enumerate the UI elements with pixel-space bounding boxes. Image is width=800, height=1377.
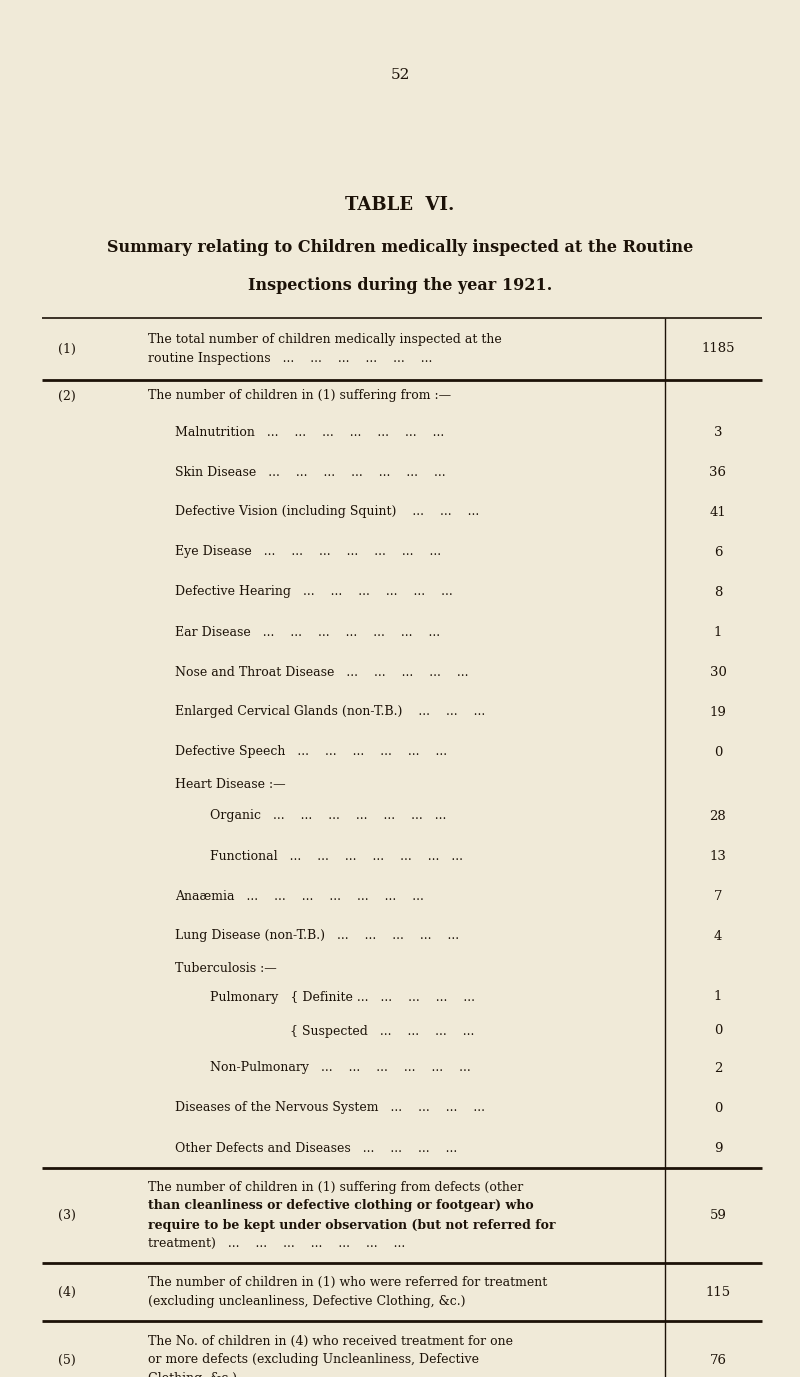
Text: 19: 19 — [710, 705, 726, 719]
Text: or more defects (excluding Uncleanliness, Defective: or more defects (excluding Uncleanliness… — [148, 1354, 479, 1366]
Text: The No. of children in (4) who received treatment for one: The No. of children in (4) who received … — [148, 1334, 513, 1348]
Text: 1: 1 — [714, 990, 722, 1004]
Text: Heart Disease :—: Heart Disease :— — [175, 778, 286, 790]
Text: Pulmonary   { Definite ...   ...    ...    ...    ...: Pulmonary { Definite ... ... ... ... ... — [210, 990, 475, 1004]
Text: require to be kept under observation (but not referred for: require to be kept under observation (bu… — [148, 1219, 555, 1231]
Text: Eye Disease   ...    ...    ...    ...    ...    ...    ...: Eye Disease ... ... ... ... ... ... ... — [175, 545, 441, 559]
Text: 9: 9 — [714, 1142, 722, 1154]
Text: Other Defects and Diseases   ...    ...    ...    ...: Other Defects and Diseases ... ... ... .… — [175, 1142, 458, 1154]
Text: The number of children in (1) suffering from defects (other: The number of children in (1) suffering … — [148, 1180, 523, 1194]
Text: (1): (1) — [58, 343, 76, 355]
Text: 36: 36 — [710, 465, 726, 478]
Text: 1185: 1185 — [702, 343, 734, 355]
Text: (2): (2) — [58, 390, 76, 402]
Text: Summary relating to Children medically inspected at the Routine: Summary relating to Children medically i… — [107, 240, 693, 256]
Text: Anaæmia   ...    ...    ...    ...    ...    ...    ...: Anaæmia ... ... ... ... ... ... ... — [175, 890, 424, 902]
Text: The number of children in (1) who were referred for treatment: The number of children in (1) who were r… — [148, 1276, 547, 1289]
Text: Nose and Throat Disease   ...    ...    ...    ...    ...: Nose and Throat Disease ... ... ... ... … — [175, 665, 469, 679]
Text: 7: 7 — [714, 890, 722, 902]
Text: (5): (5) — [58, 1354, 76, 1366]
Text: Skin Disease   ...    ...    ...    ...    ...    ...    ...: Skin Disease ... ... ... ... ... ... ... — [175, 465, 446, 478]
Text: 0: 0 — [714, 1102, 722, 1114]
Text: TABLE  VI.: TABLE VI. — [346, 196, 454, 213]
Text: Clothing, &c.)   ...    ...    ...    ...    ...    ...    ...: Clothing, &c.) ... ... ... ... ... ... .… — [148, 1371, 426, 1377]
Text: 1: 1 — [714, 625, 722, 639]
Text: (excluding uncleanliness, Defective Clothing, &c.): (excluding uncleanliness, Defective Clot… — [148, 1294, 466, 1308]
Text: 115: 115 — [706, 1286, 730, 1299]
Text: 28: 28 — [710, 810, 726, 822]
Text: Ear Disease   ...    ...    ...    ...    ...    ...    ...: Ear Disease ... ... ... ... ... ... ... — [175, 625, 440, 639]
Text: 59: 59 — [710, 1209, 726, 1221]
Text: The number of children in (1) suffering from :—: The number of children in (1) suffering … — [148, 390, 451, 402]
Text: 0: 0 — [714, 1024, 722, 1037]
Text: 4: 4 — [714, 929, 722, 942]
Text: Organic   ...    ...    ...    ...    ...    ...   ...: Organic ... ... ... ... ... ... ... — [210, 810, 446, 822]
Text: The total number of children medically inspected at the: The total number of children medically i… — [148, 333, 502, 346]
Text: treatment)   ...    ...    ...    ...    ...    ...    ...: treatment) ... ... ... ... ... ... ... — [148, 1238, 406, 1250]
Text: Tuberculosis :—: Tuberculosis :— — [175, 961, 277, 975]
Text: Defective Speech   ...    ...    ...    ...    ...    ...: Defective Speech ... ... ... ... ... ... — [175, 745, 447, 759]
Text: 41: 41 — [710, 505, 726, 519]
Text: 76: 76 — [710, 1354, 726, 1366]
Text: { Suspected   ...    ...    ...    ...: { Suspected ... ... ... ... — [210, 1024, 474, 1037]
Text: Defective Hearing   ...    ...    ...    ...    ...    ...: Defective Hearing ... ... ... ... ... ..… — [175, 585, 453, 599]
Text: Functional   ...    ...    ...    ...    ...    ...   ...: Functional ... ... ... ... ... ... ... — [210, 850, 463, 862]
Text: 13: 13 — [710, 850, 726, 862]
Text: routine Inspections   ...    ...    ...    ...    ...    ...: routine Inspections ... ... ... ... ... … — [148, 353, 432, 365]
Text: Defective Vision (including Squint)    ...    ...    ...: Defective Vision (including Squint) ... … — [175, 505, 479, 519]
Text: Malnutrition   ...    ...    ...    ...    ...    ...    ...: Malnutrition ... ... ... ... ... ... ... — [175, 425, 444, 438]
Text: Lung Disease (non-T.B.)   ...    ...    ...    ...    ...: Lung Disease (non-T.B.) ... ... ... ... … — [175, 929, 459, 942]
Text: (4): (4) — [58, 1286, 76, 1299]
Text: (3): (3) — [58, 1209, 76, 1221]
Text: 52: 52 — [390, 67, 410, 83]
Text: 30: 30 — [710, 665, 726, 679]
Text: than cleanliness or defective clothing or footgear) who: than cleanliness or defective clothing o… — [148, 1199, 534, 1213]
Text: Inspections during the year 1921.: Inspections during the year 1921. — [248, 277, 552, 293]
Text: 3: 3 — [714, 425, 722, 438]
Text: Diseases of the Nervous System   ...    ...    ...    ...: Diseases of the Nervous System ... ... .… — [175, 1102, 485, 1114]
Text: 6: 6 — [714, 545, 722, 559]
Text: 8: 8 — [714, 585, 722, 599]
Text: 2: 2 — [714, 1062, 722, 1074]
Text: 0: 0 — [714, 745, 722, 759]
Text: Non-Pulmonary   ...    ...    ...    ...    ...    ...: Non-Pulmonary ... ... ... ... ... ... — [210, 1062, 470, 1074]
Text: Enlarged Cervical Glands (non-T.B.)    ...    ...    ...: Enlarged Cervical Glands (non-T.B.) ... … — [175, 705, 486, 719]
